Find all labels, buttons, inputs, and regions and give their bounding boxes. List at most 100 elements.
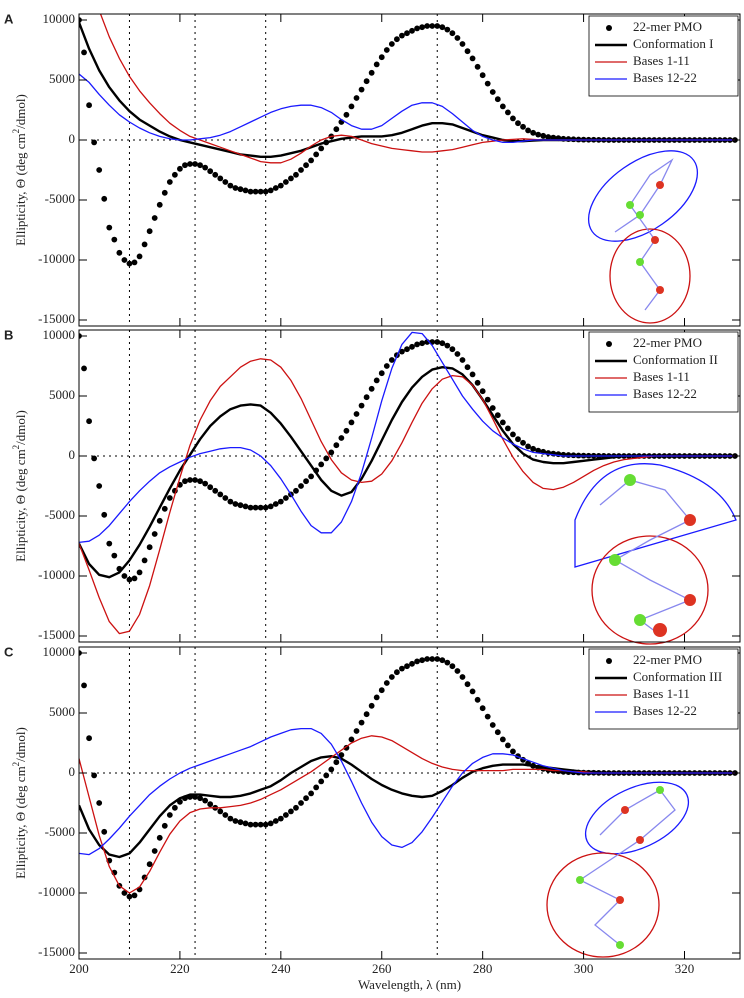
structure-backbone <box>614 158 674 311</box>
data-point <box>282 812 289 818</box>
bead <box>626 201 634 209</box>
data-point <box>499 419 506 426</box>
data-point <box>313 784 320 791</box>
y-tick-label: 10000 <box>43 644 76 659</box>
data-point <box>434 339 441 345</box>
data-point <box>282 495 289 501</box>
data-point <box>343 111 350 118</box>
legend-marker <box>606 341 612 347</box>
panel-label: B <box>4 327 13 342</box>
data-point <box>232 818 239 824</box>
bead <box>624 474 636 486</box>
data-point <box>449 30 456 37</box>
data-point <box>242 503 249 510</box>
data-point <box>202 797 209 804</box>
structure-outline <box>591 535 709 645</box>
data-point <box>409 343 415 350</box>
data-point <box>429 23 436 29</box>
data-point <box>424 656 431 662</box>
data-point <box>570 452 577 459</box>
data-point <box>499 103 506 110</box>
data-point <box>81 49 87 56</box>
legend-label: Conformation I <box>633 36 714 51</box>
y-axis-label-part: 2 <box>11 445 21 450</box>
data-point <box>121 257 128 263</box>
data-point <box>111 236 118 243</box>
data-point <box>494 96 501 103</box>
legend-label: 22-mer PMO <box>633 335 702 350</box>
data-point <box>565 452 572 458</box>
data-point <box>393 669 400 676</box>
data-point <box>348 103 355 110</box>
data-point <box>166 495 173 501</box>
data-point <box>161 822 168 829</box>
y-tick-label: 5000 <box>49 704 75 719</box>
data-point <box>338 435 345 441</box>
data-point <box>383 47 390 53</box>
data-point <box>303 478 309 485</box>
data-point <box>141 241 148 248</box>
data-point <box>419 24 426 31</box>
x-tick-label: 300 <box>574 961 594 976</box>
data-point <box>237 819 244 826</box>
data-point <box>217 808 224 815</box>
data-point <box>182 478 188 485</box>
bead <box>656 181 664 189</box>
y-tick-label: -10000 <box>38 884 75 899</box>
data-point <box>227 815 234 822</box>
data-point <box>358 719 365 726</box>
data-point <box>393 36 400 43</box>
bead <box>656 786 664 794</box>
plot-frame <box>78 646 741 960</box>
data-point <box>454 351 461 357</box>
legend-label: Conformation III <box>633 669 722 684</box>
x-tick-label: 320 <box>675 961 695 976</box>
data-line <box>79 331 735 544</box>
x-tick-label: 200 <box>69 961 89 976</box>
data-point <box>262 504 269 511</box>
data-point <box>383 680 390 686</box>
data-point <box>454 668 461 674</box>
data-point <box>464 48 471 55</box>
data-point <box>479 388 486 395</box>
data-point <box>404 663 410 670</box>
data-point <box>197 795 203 802</box>
legend-label: Bases 12-22 <box>633 386 697 401</box>
data-point <box>515 120 521 127</box>
data-point <box>257 821 264 828</box>
data-point <box>504 425 511 432</box>
data-point <box>146 861 153 868</box>
data-point <box>293 804 299 811</box>
data-point <box>86 735 92 742</box>
data-point <box>388 357 395 363</box>
legend-label: Bases 12-22 <box>633 703 697 718</box>
data-point <box>363 78 370 85</box>
data-point <box>474 696 481 703</box>
data-point <box>459 357 466 363</box>
data-point <box>388 674 395 680</box>
y-axis-label: Ellipticity, Θ (deg cm2/dmol) <box>11 727 28 879</box>
data-point <box>298 800 304 806</box>
data-point <box>81 365 87 372</box>
data-point <box>242 820 249 827</box>
data-point <box>560 451 567 458</box>
data-point <box>308 790 315 797</box>
data-point <box>484 80 491 87</box>
data-point <box>434 23 441 29</box>
structure-outline <box>574 463 737 568</box>
data-point <box>469 371 476 378</box>
data-point <box>91 139 98 146</box>
data-point <box>288 808 294 815</box>
data-line <box>79 727 735 856</box>
data-point <box>252 504 259 511</box>
x-tick-label: 260 <box>372 961 392 976</box>
data-point <box>111 552 118 559</box>
data-point <box>91 455 98 462</box>
data-point <box>484 713 491 720</box>
data-point <box>212 171 219 178</box>
data-point <box>222 495 229 501</box>
data-point <box>192 161 198 167</box>
legend-box <box>588 648 739 730</box>
data-point <box>328 449 335 456</box>
